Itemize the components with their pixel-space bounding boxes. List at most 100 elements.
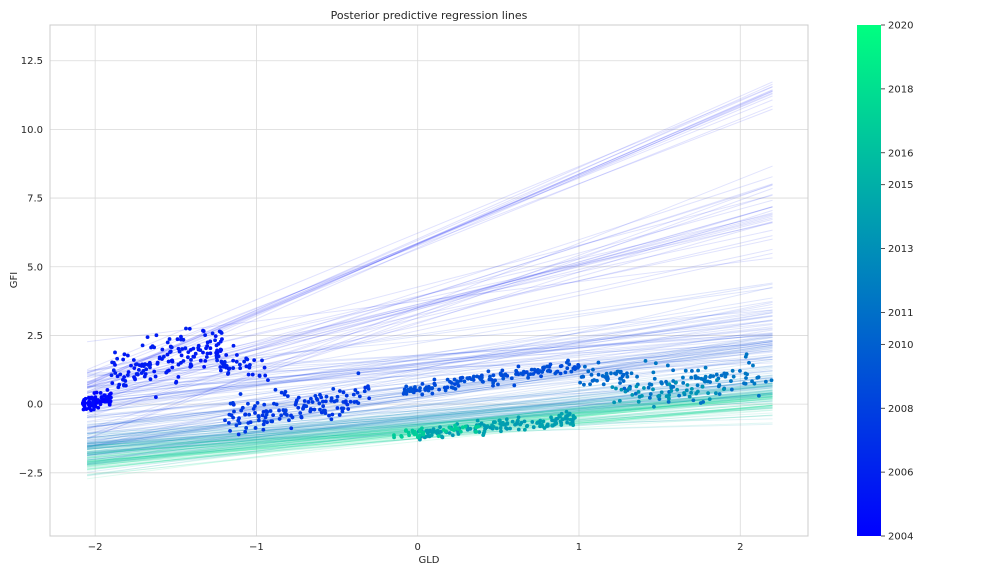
regression-line bbox=[87, 319, 773, 434]
scatter-point bbox=[535, 421, 539, 425]
scatter-point bbox=[160, 347, 165, 352]
scatter-point bbox=[545, 423, 550, 428]
regression-line bbox=[87, 312, 773, 422]
regression-line bbox=[87, 396, 773, 440]
regression-line bbox=[87, 391, 773, 453]
regression-line bbox=[87, 312, 773, 429]
regression-line bbox=[87, 400, 773, 454]
scatter-point bbox=[601, 382, 606, 387]
scatter-point bbox=[657, 393, 662, 398]
scatter-point bbox=[652, 376, 657, 381]
scatter-point bbox=[367, 396, 372, 401]
scatter-point bbox=[118, 372, 123, 377]
scatter-point bbox=[588, 382, 592, 387]
scatter-point bbox=[170, 365, 175, 370]
scatter-point bbox=[327, 413, 331, 418]
scatter-point bbox=[621, 379, 626, 383]
scatter-point bbox=[238, 362, 242, 367]
regression-line bbox=[86, 248, 773, 399]
scatter-point bbox=[179, 353, 184, 358]
x-tick-label: −2 bbox=[88, 542, 103, 553]
regression-line bbox=[87, 303, 773, 430]
scatter-point bbox=[296, 405, 301, 410]
scatter-point bbox=[261, 409, 266, 414]
colorbar bbox=[857, 25, 881, 536]
scatter-point bbox=[460, 425, 465, 430]
scatter-point bbox=[491, 380, 496, 385]
scatter-point bbox=[714, 372, 719, 377]
regression-line bbox=[87, 328, 773, 397]
scatter-point bbox=[318, 407, 322, 412]
regression-line bbox=[86, 92, 773, 386]
scatter-point bbox=[167, 368, 171, 373]
scatter-point bbox=[126, 370, 131, 374]
scatter-point bbox=[500, 420, 505, 425]
regression-line bbox=[87, 340, 773, 400]
scatter-point bbox=[220, 361, 225, 365]
scatter-point bbox=[504, 417, 509, 422]
scatter-point bbox=[619, 387, 624, 392]
regression-line bbox=[86, 199, 773, 388]
x-axis-ticks: −2 −1 0 1 2 bbox=[88, 542, 744, 553]
scatter-point bbox=[87, 396, 92, 401]
scatter-point bbox=[263, 373, 268, 378]
regression-line bbox=[86, 90, 773, 385]
regression-line bbox=[86, 86, 773, 371]
regression-line bbox=[87, 351, 773, 418]
scatter-point bbox=[471, 374, 476, 379]
scatter-point bbox=[633, 391, 638, 396]
scatter-point bbox=[530, 420, 535, 424]
regression-line bbox=[87, 389, 773, 457]
scatter-point bbox=[240, 405, 245, 410]
regression-line bbox=[87, 403, 773, 454]
regression-line bbox=[87, 379, 773, 454]
scatter-point bbox=[529, 367, 534, 372]
scatter-point bbox=[468, 426, 473, 431]
regression-line bbox=[87, 394, 773, 459]
scatter-point bbox=[475, 418, 480, 423]
regression-line bbox=[86, 81, 773, 386]
scatter-point bbox=[113, 350, 117, 355]
scatter-point bbox=[231, 358, 236, 363]
colorbar-tick-label: 2020 bbox=[888, 21, 913, 32]
scatter-point bbox=[189, 357, 193, 362]
scatter-point bbox=[652, 404, 656, 409]
scatter-point bbox=[596, 360, 601, 365]
scatter-point bbox=[125, 373, 130, 377]
scatter-point bbox=[366, 386, 371, 391]
regression-line bbox=[87, 374, 773, 450]
regression-line bbox=[87, 342, 773, 442]
scatter-point bbox=[110, 381, 115, 385]
scatter-point bbox=[717, 392, 722, 396]
scatter-point bbox=[583, 364, 587, 369]
scatter-point bbox=[595, 378, 599, 383]
scatter-point bbox=[231, 343, 236, 348]
scatter-point bbox=[515, 370, 519, 375]
scatter-point bbox=[204, 355, 209, 359]
scatter-point bbox=[344, 393, 349, 398]
y-tick-label: 7.5 bbox=[27, 194, 43, 205]
scatter-point bbox=[723, 374, 728, 379]
regression-line bbox=[87, 356, 773, 453]
regression-line bbox=[87, 395, 773, 436]
scatter-point bbox=[681, 380, 686, 385]
scatter-point bbox=[667, 382, 672, 386]
scatter-point bbox=[625, 374, 630, 379]
scatter-point bbox=[694, 391, 699, 396]
scatter-point bbox=[642, 386, 646, 390]
regression-line bbox=[87, 398, 773, 452]
scatter-point bbox=[449, 427, 454, 432]
regression-line bbox=[87, 423, 773, 444]
regression-line bbox=[87, 355, 773, 448]
scatter-point bbox=[479, 421, 484, 426]
scatter-point bbox=[490, 423, 494, 428]
scatter-point bbox=[203, 358, 208, 363]
scatter-point bbox=[744, 376, 748, 380]
scatter-point bbox=[730, 368, 735, 373]
scatter-point bbox=[323, 399, 328, 404]
scatter-point bbox=[647, 395, 652, 400]
scatter-point bbox=[283, 389, 288, 394]
regression-line bbox=[86, 187, 773, 439]
colorbar-tick-label: 2011 bbox=[888, 308, 913, 319]
scatter-point bbox=[617, 398, 622, 403]
